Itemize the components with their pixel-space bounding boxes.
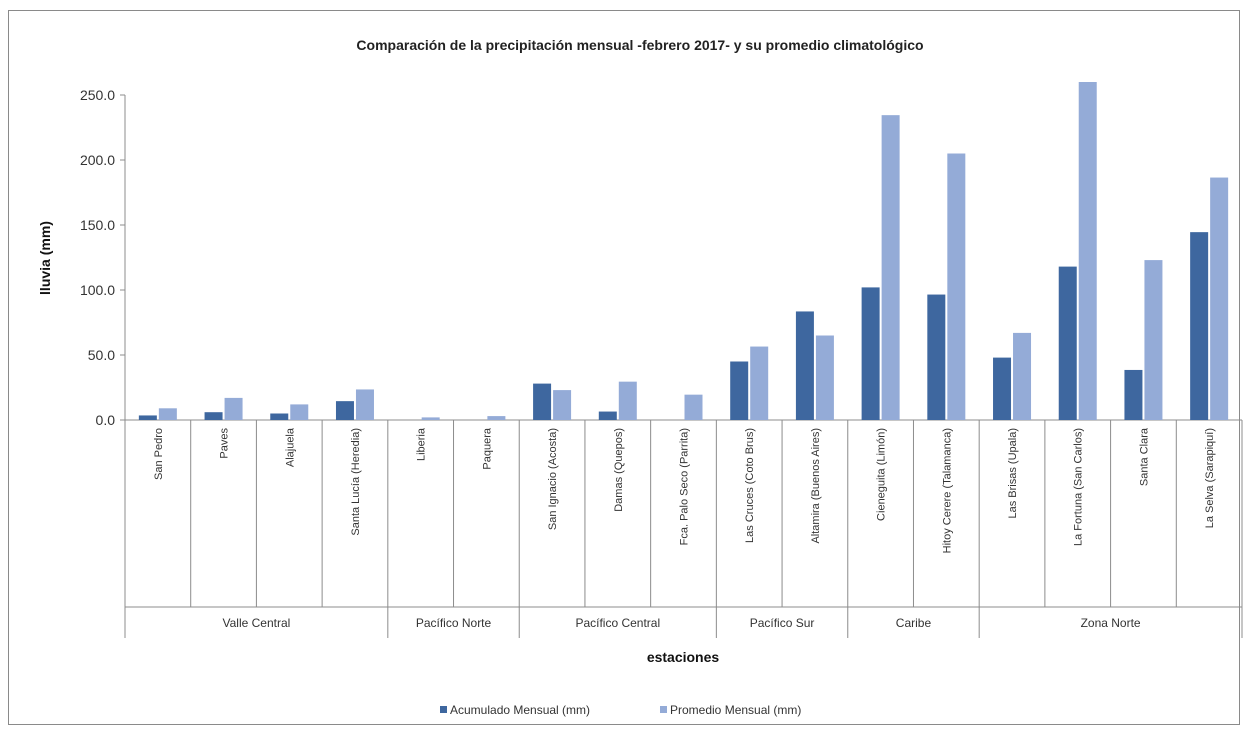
bar-acumulado	[204, 412, 223, 420]
bar-promedio	[487, 416, 506, 420]
y-tick-label: 100.0	[80, 282, 115, 298]
group-label: Pacífico Norte	[416, 616, 492, 630]
legend-swatch	[660, 706, 667, 713]
x-tick-label: Hitoy Cerere (Talamanca)	[941, 428, 953, 553]
y-tick-label: 50.0	[88, 347, 115, 363]
group-label: Valle Central	[223, 616, 291, 630]
bar-acumulado	[795, 311, 814, 420]
bar-acumulado	[335, 401, 354, 420]
x-tick-label: Damas (Quepos)	[613, 428, 625, 512]
bar-promedio	[618, 381, 637, 420]
x-tick-label: Las Brisas (Upala)	[1007, 428, 1019, 518]
y-tick-label: 150.0	[80, 217, 115, 233]
y-tick-label: 200.0	[80, 152, 115, 168]
bar-promedio	[290, 404, 309, 420]
bar-acumulado	[927, 294, 946, 420]
x-tick-label: Alajuela	[284, 427, 296, 467]
chart-title: Comparación de la precipitación mensual …	[356, 37, 923, 53]
x-tick-label: Las Cruces (Coto Brus)	[744, 428, 756, 543]
legend-label: Promedio Mensual (mm)	[670, 703, 801, 717]
bar-acumulado	[861, 287, 880, 420]
y-axis-label: lluvia (mm)	[37, 221, 53, 295]
bar-promedio	[750, 346, 769, 420]
x-tick-label: San Ignacio (Acosta)	[547, 428, 559, 530]
group-label: Caribe	[896, 616, 932, 630]
x-tick-label: Santa Clara	[1138, 427, 1150, 486]
bar-acumulado	[533, 383, 552, 420]
bar-acumulado	[598, 411, 617, 420]
bar-promedio	[553, 390, 572, 420]
x-tick-label: La Selva (Sarapiquí)	[1204, 428, 1216, 528]
bar-promedio	[684, 394, 703, 420]
bar-acumulado	[993, 357, 1012, 420]
x-tick-label: Liberia	[416, 427, 428, 461]
bar-acumulado	[138, 415, 157, 420]
bar-promedio	[158, 408, 177, 420]
bar-acumulado	[270, 413, 289, 420]
group-label: Pacífico Central	[575, 616, 660, 630]
group-label: Zona Norte	[1081, 616, 1141, 630]
x-tick-label: Santa Lucía (Heredia)	[350, 428, 362, 536]
group-label: Pacífico Sur	[750, 616, 815, 630]
chart-frame	[8, 10, 1240, 725]
x-tick-label: Fca. Palo Seco (Parrita)	[679, 428, 691, 545]
bar-acumulado	[1124, 369, 1143, 420]
x-axis-label: estaciones	[647, 649, 720, 665]
bar-promedio	[1144, 260, 1163, 420]
bar-promedio	[815, 335, 834, 420]
x-tick-label: Paquera	[481, 427, 493, 469]
axes: 0.0 50.0 100.0 150.0 200.0 250.0	[80, 87, 1243, 638]
group-labels: Valle Central Pacífico Norte Pacífico Cent…	[223, 616, 1141, 630]
bar-promedio	[1078, 82, 1097, 420]
y-tick-label: 250.0	[80, 87, 115, 103]
legend-swatch	[440, 706, 447, 713]
x-tick-label: Cieneguita (Limón)	[876, 428, 888, 521]
x-tick-labels: San Pedro Paves Alajuela Santa Lucía (Hered…	[153, 427, 1216, 553]
bar-promedio	[355, 389, 374, 420]
bar-promedio	[224, 397, 243, 420]
y-tick-label: 0.0	[96, 412, 116, 428]
bar-acumulado	[1190, 232, 1209, 420]
bar-promedio	[421, 417, 440, 420]
bars	[138, 82, 1229, 421]
bar-promedio	[1013, 332, 1032, 420]
legend: Acumulado Mensual (mm) Promedio Mensual (…	[440, 703, 801, 717]
x-tick-label: San Pedro	[153, 428, 165, 480]
x-tick-label: La Fortuna (San Carlos)	[1073, 428, 1085, 546]
bar-acumulado	[730, 361, 749, 420]
legend-label: Acumulado Mensual (mm)	[450, 703, 590, 717]
x-tick-label: Altamira (Buenos Aires)	[810, 428, 822, 544]
x-tick-label: Paves	[219, 428, 231, 459]
bar-acumulado	[1058, 266, 1077, 420]
bar-promedio	[947, 153, 966, 420]
bar-promedio	[1210, 177, 1229, 420]
bar-promedio	[881, 115, 900, 421]
